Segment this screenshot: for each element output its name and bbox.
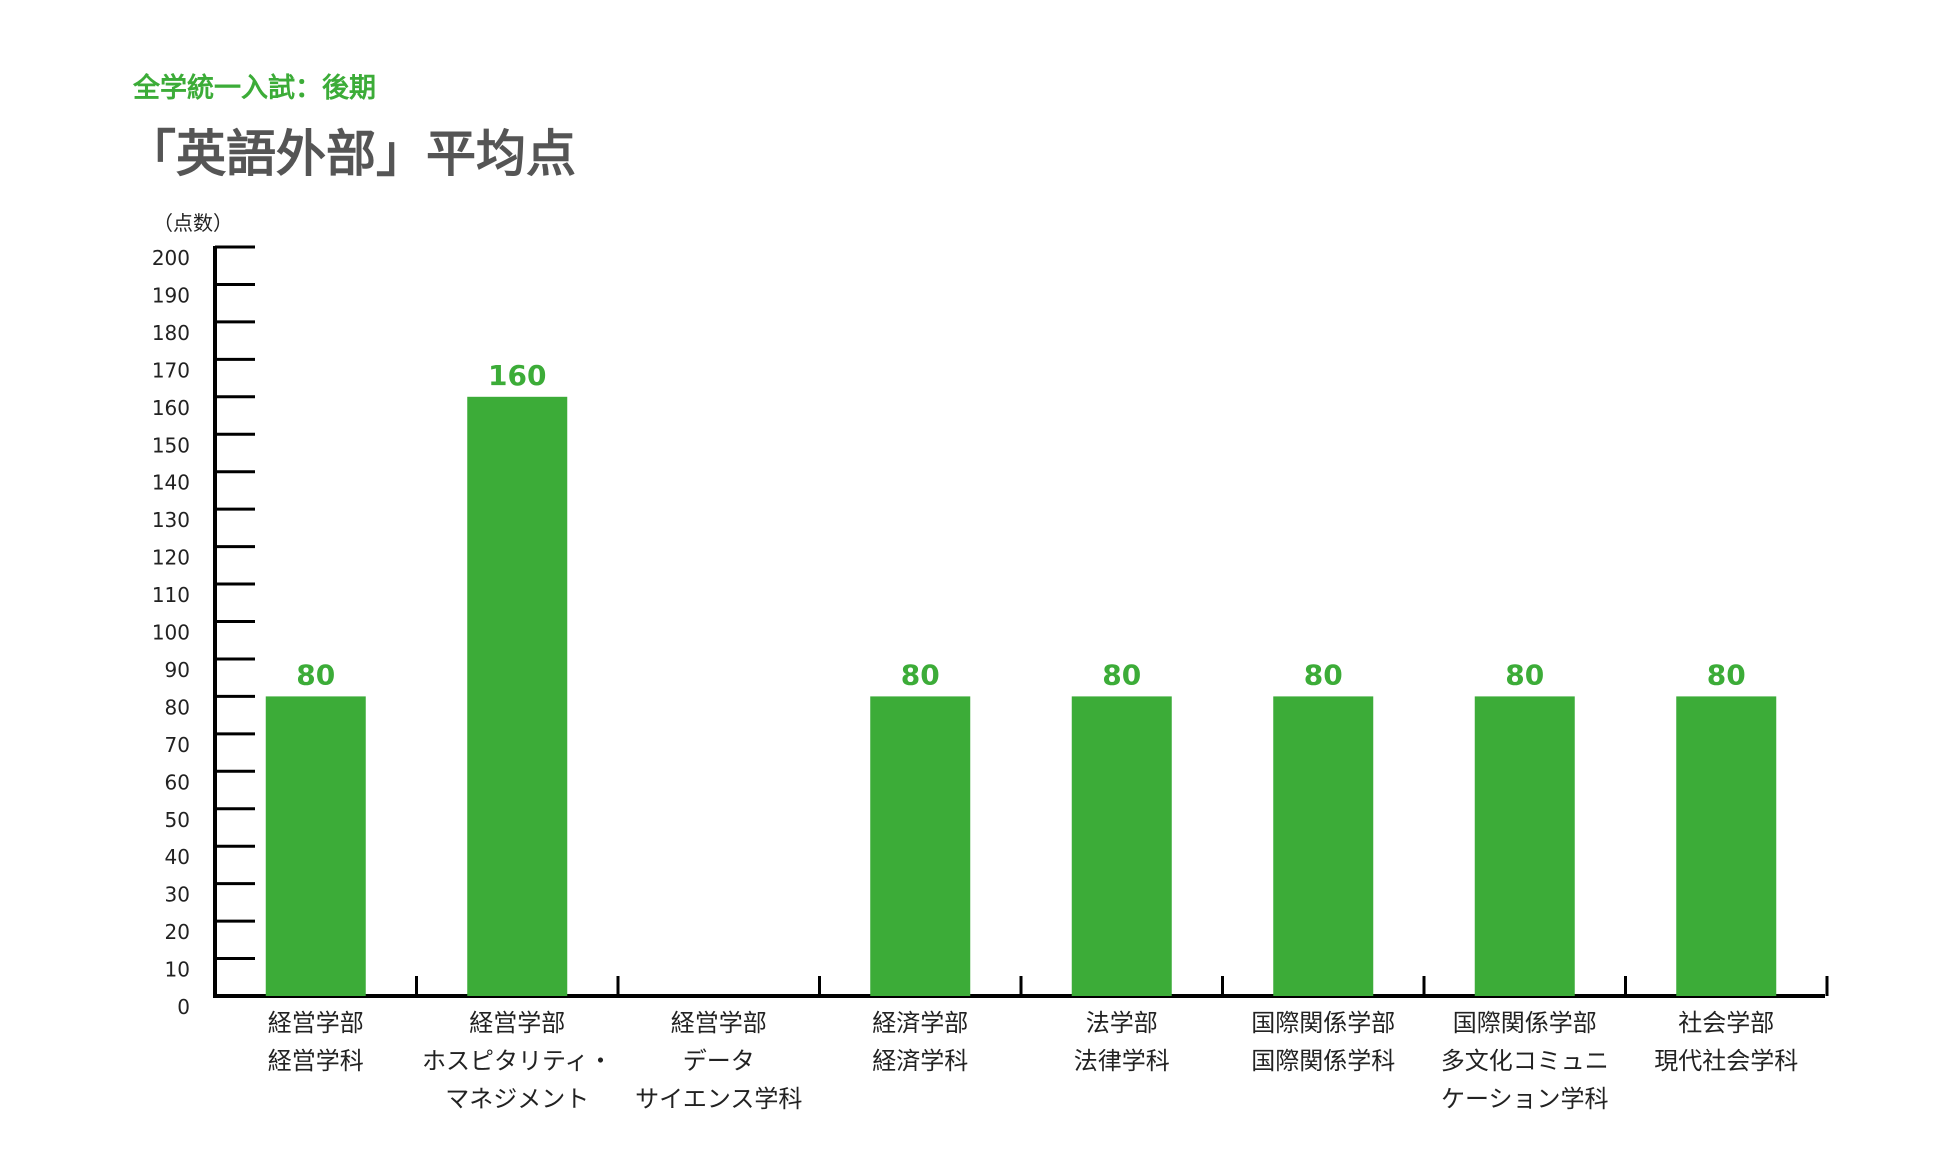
x-category-label: 国際関係学部 xyxy=(1453,1009,1597,1037)
x-category-label: サイエンス学科 xyxy=(635,1085,802,1113)
bar xyxy=(870,696,971,996)
bar-value-label: 160 xyxy=(488,359,546,392)
y-tick-label: 80 xyxy=(165,695,190,719)
x-category-label: 経営学部 xyxy=(469,1009,565,1037)
x-category-label: マネジメント xyxy=(445,1085,589,1113)
y-tick-label: 110 xyxy=(152,583,190,607)
bar-value-label: 80 xyxy=(901,658,940,691)
y-tick-label: 190 xyxy=(152,283,190,307)
chart-subtitle: 全学統一入試：後期 xyxy=(133,73,376,104)
y-tick-label: 10 xyxy=(165,958,190,982)
x-category-label: 経済学部 xyxy=(872,1009,968,1037)
y-tick-label: 200 xyxy=(152,246,190,270)
y-tick-label: 160 xyxy=(152,396,190,420)
y-axis-unit-label: （点数） xyxy=(153,211,233,235)
bar xyxy=(1273,696,1374,996)
y-tick-label: 30 xyxy=(165,883,190,907)
bar-value-label: 80 xyxy=(1505,658,1544,691)
x-category-label: 経営学科 xyxy=(268,1047,364,1075)
x-category-label: データ xyxy=(683,1047,755,1075)
x-category-label: 経営学部 xyxy=(671,1009,767,1037)
y-tick-label: 70 xyxy=(165,733,190,757)
bar xyxy=(1474,696,1575,996)
x-category-label: 経済学科 xyxy=(872,1047,968,1075)
bar-value-label: 80 xyxy=(1102,658,1141,691)
y-tick-label: 20 xyxy=(165,920,190,944)
bar xyxy=(1071,696,1172,996)
y-tick-label: 170 xyxy=(152,358,190,382)
x-category-label: 社会学部 xyxy=(1678,1009,1774,1037)
bar-value-label: 80 xyxy=(1304,658,1343,691)
bar-value-label: 80 xyxy=(296,658,335,691)
x-category-label: 国際関係学部 xyxy=(1251,1009,1395,1037)
bar xyxy=(467,396,568,996)
y-tick-label: 130 xyxy=(152,508,190,532)
x-category-label: 国際関係学科 xyxy=(1251,1047,1395,1075)
y-tick-label: 150 xyxy=(152,433,190,457)
bar xyxy=(1676,696,1777,996)
x-category-label: 現代社会学科 xyxy=(1654,1047,1798,1075)
y-tick-label: 90 xyxy=(165,658,190,682)
y-tick-label: 120 xyxy=(152,546,190,570)
x-category-label: 法学部 xyxy=(1086,1009,1158,1037)
x-category-label: 経営学部 xyxy=(268,1009,364,1037)
x-category-label: 法律学科 xyxy=(1074,1047,1170,1075)
bar xyxy=(265,696,366,996)
bar-value-label: 80 xyxy=(1707,658,1746,691)
y-tick-label: 100 xyxy=(152,621,190,645)
y-tick-label: 140 xyxy=(152,471,190,495)
x-category-label: ケーション学科 xyxy=(1441,1085,1609,1113)
y-tick-label: 0 xyxy=(177,995,190,1019)
y-tick-label: 50 xyxy=(165,808,190,832)
x-category-label: 多文化コミュニ xyxy=(1441,1047,1609,1075)
chart-title: 「英語外部」平均点 xyxy=(126,125,576,183)
y-tick-label: 60 xyxy=(165,770,190,794)
y-tick-label: 40 xyxy=(165,845,190,869)
y-tick-label: 180 xyxy=(152,321,190,345)
x-category-label: ホスピタリティ・ xyxy=(422,1047,613,1075)
